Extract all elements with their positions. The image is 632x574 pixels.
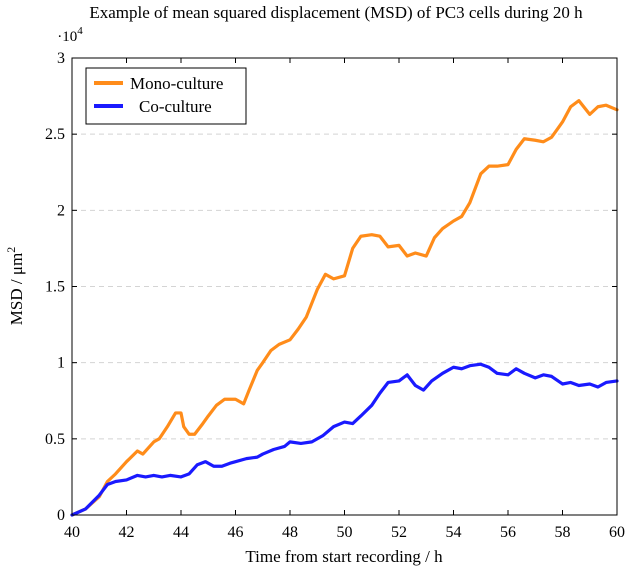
tick-marks (71, 57, 618, 516)
y-tick-labels: 0 0.5 1 1.5 2 2.5 3 (45, 50, 65, 524)
x-tick-label: 54 (446, 524, 462, 541)
y-tick-label: 1.5 (45, 279, 65, 296)
legend-box (85, 67, 247, 125)
legend-label-co-culture: Co-culture (139, 97, 212, 116)
x-tick-label: 44 (173, 524, 189, 541)
y-axis-label: MSD / μm2 (4, 247, 26, 325)
legend-label-mono-culture: Mono-culture (130, 74, 223, 93)
series-line-co-culture (70, 362, 619, 517)
legend: Mono-culture Co-culture (85, 67, 247, 125)
x-tick-label: 48 (282, 524, 298, 541)
x-tick-label: 46 (228, 524, 244, 541)
chart-title: Example of mean squared displacement (MS… (89, 3, 583, 22)
y-tick-label: 0 (57, 507, 65, 524)
y-tick-label: 3 (57, 50, 65, 67)
x-tick-label: 52 (391, 524, 407, 541)
x-tick-label: 56 (500, 524, 516, 541)
gridlines (72, 133, 617, 440)
series-layer (70, 99, 619, 517)
x-tick-label: 42 (119, 524, 135, 541)
y-tick-label: 2.5 (45, 126, 65, 143)
y-tick-label: 1 (57, 355, 65, 372)
x-tick-labels: 40 42 44 46 48 50 52 54 56 58 60 (64, 524, 625, 541)
y-tick-label: 0.5 (45, 431, 65, 448)
x-tick-label: 58 (555, 524, 571, 541)
x-tick-label: 50 (337, 524, 353, 541)
y-multiplier: ·104 (57, 25, 83, 45)
x-tick-label: 60 (609, 524, 625, 541)
x-tick-label: 40 (64, 524, 80, 541)
series-line-mono-culture (70, 99, 619, 517)
x-axis-label: Time from start recording / h (245, 547, 443, 566)
y-tick-label: 2 (57, 202, 65, 219)
